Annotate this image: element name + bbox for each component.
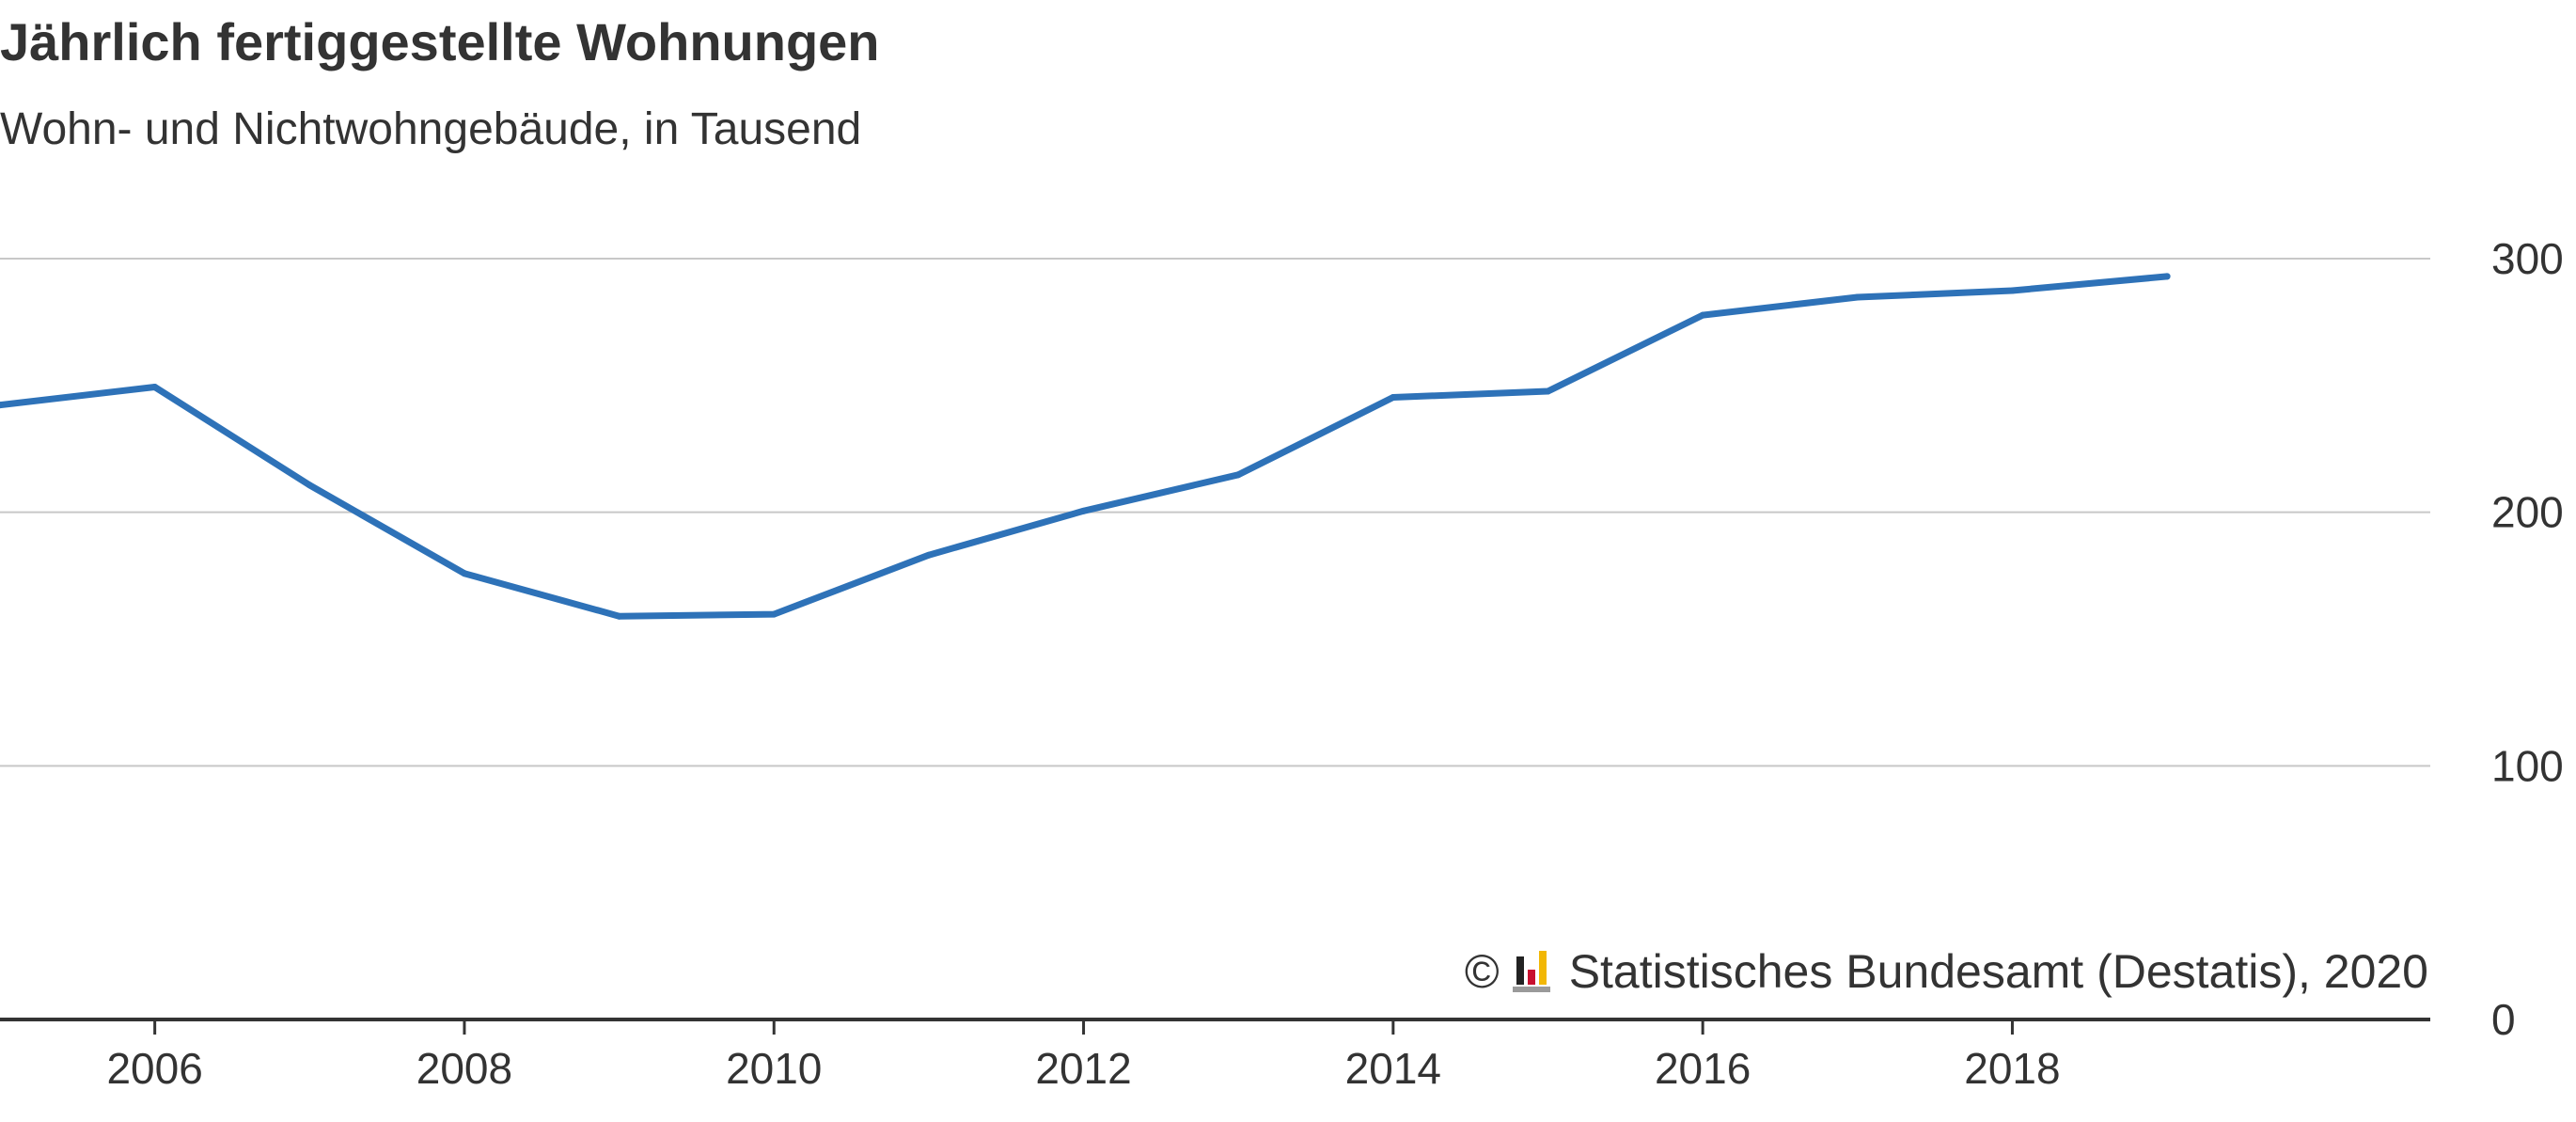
credit-text: Statistisches Bundesamt (Destatis), 2020 — [1568, 945, 2428, 998]
copyright-symbol: © — [1464, 945, 1500, 998]
chart-title: Jährlich fertiggestellte Wohnungen — [0, 12, 880, 71]
data-point-2013 — [1234, 471, 1242, 479]
x-axis: 2006 2008 2010 2012 2014 2016 2018 — [0, 1018, 2430, 1093]
data-point-2015 — [1544, 387, 1551, 395]
chart-subtitle: Wohn- und Nichtwohngebäude, in Tausend — [0, 104, 862, 154]
data-point-2018 — [2008, 287, 2016, 294]
data-point-2017 — [1854, 293, 1861, 301]
source-credit: © Statistisches Bundesamt (Destatis), 20… — [1465, 944, 2428, 999]
data-point-2010 — [770, 610, 778, 618]
data-point-2011 — [925, 551, 933, 559]
x-tick-label-2018: 2018 — [1964, 1044, 2060, 1093]
x-tick-label-2006: 2006 — [106, 1044, 202, 1093]
x-tick-label-2008: 2008 — [416, 1044, 512, 1093]
series-group — [0, 273, 2171, 620]
y-tick-label-300: 300 — [2491, 234, 2564, 283]
x-tick-label-2016: 2016 — [1655, 1044, 1751, 1093]
data-point-2019 — [2163, 273, 2171, 280]
data-point-2014 — [1390, 394, 1397, 402]
x-tick-label-2014: 2014 — [1345, 1044, 1441, 1093]
data-point-2008 — [461, 570, 468, 577]
grid-lines — [0, 258, 2430, 767]
data-point-2007 — [306, 482, 313, 489]
data-point-2012 — [1080, 507, 1088, 514]
data-point-2009 — [616, 612, 623, 620]
y-tick-label-100: 100 — [2491, 741, 2564, 790]
data-point-2016 — [1699, 311, 1706, 319]
y-axis-labels: 0 100 200 300 — [2491, 234, 2564, 1044]
data-point-2005 — [0, 402, 4, 409]
x-tick-label-2012: 2012 — [1035, 1044, 1131, 1093]
data-point-2006 — [151, 383, 159, 390]
x-tick-label-2010: 2010 — [726, 1044, 822, 1093]
y-tick-label-200: 200 — [2491, 488, 2564, 537]
y-tick-label-0: 0 — [2491, 995, 2516, 1044]
destatis-logo-icon — [1512, 951, 1554, 992]
series-line-0 — [0, 273, 2171, 620]
